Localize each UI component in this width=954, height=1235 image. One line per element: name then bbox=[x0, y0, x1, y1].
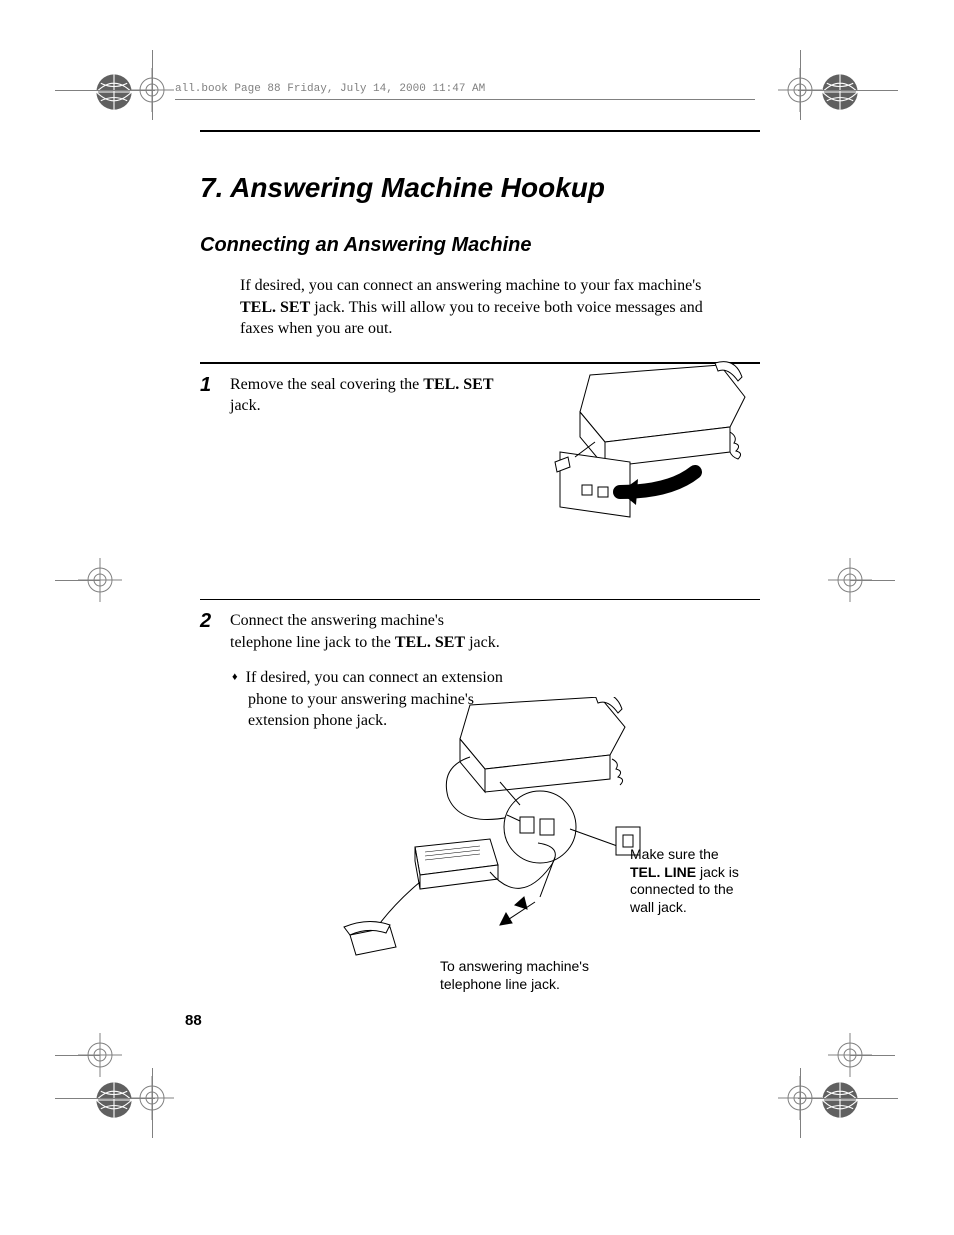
section-title: Connecting an Answering Machine bbox=[200, 234, 760, 257]
page-meta-text: all.book Page 88 Friday, July 14, 2000 1… bbox=[175, 83, 485, 95]
globe-mark-icon bbox=[818, 70, 862, 114]
guide-line bbox=[800, 1068, 801, 1138]
callout-tel-line: Make sure the TEL. LINE jack is connecte… bbox=[630, 846, 750, 916]
step-text: Remove the seal covering the TEL. SET ja… bbox=[230, 374, 510, 417]
connection-diagram-illustration bbox=[320, 697, 650, 977]
globe-mark-icon bbox=[92, 1078, 136, 1122]
guide-line bbox=[152, 50, 153, 120]
page-meta-header: all.book Page 88 Friday, July 14, 2000 1… bbox=[175, 83, 755, 100]
intro-text-part2: jack. This will allow you to receive bot… bbox=[240, 299, 703, 338]
guide-line bbox=[798, 90, 898, 91]
globe-mark-icon bbox=[818, 1078, 862, 1122]
guide-line bbox=[152, 1068, 153, 1138]
divider bbox=[200, 599, 760, 600]
content-area: 7. Answering Machine Hookup Connecting a… bbox=[200, 130, 760, 744]
guide-line bbox=[800, 50, 801, 120]
chapter-title: 7. Answering Machine Hookup bbox=[200, 172, 760, 204]
callout-answering-machine-jack: To answering machine's telephone line ja… bbox=[440, 958, 640, 993]
guide-line bbox=[55, 90, 155, 91]
page-number: 88 bbox=[185, 1012, 202, 1029]
guide-line bbox=[55, 580, 100, 581]
intro-text-bold: TEL. SET bbox=[240, 299, 310, 316]
guide-line bbox=[798, 1098, 898, 1099]
step-number: 2 bbox=[200, 610, 230, 633]
guide-line bbox=[850, 580, 895, 581]
fax-machine-illustration-1 bbox=[520, 357, 750, 532]
globe-mark-icon bbox=[92, 70, 136, 114]
intro-text-part1: If desired, you can connect an answering… bbox=[240, 277, 701, 294]
step-number: 1 bbox=[200, 374, 230, 397]
section-intro: If desired, you can connect an answering… bbox=[240, 275, 720, 340]
guide-line bbox=[55, 1098, 155, 1099]
guide-line bbox=[850, 1055, 895, 1056]
guide-line bbox=[55, 1055, 100, 1056]
